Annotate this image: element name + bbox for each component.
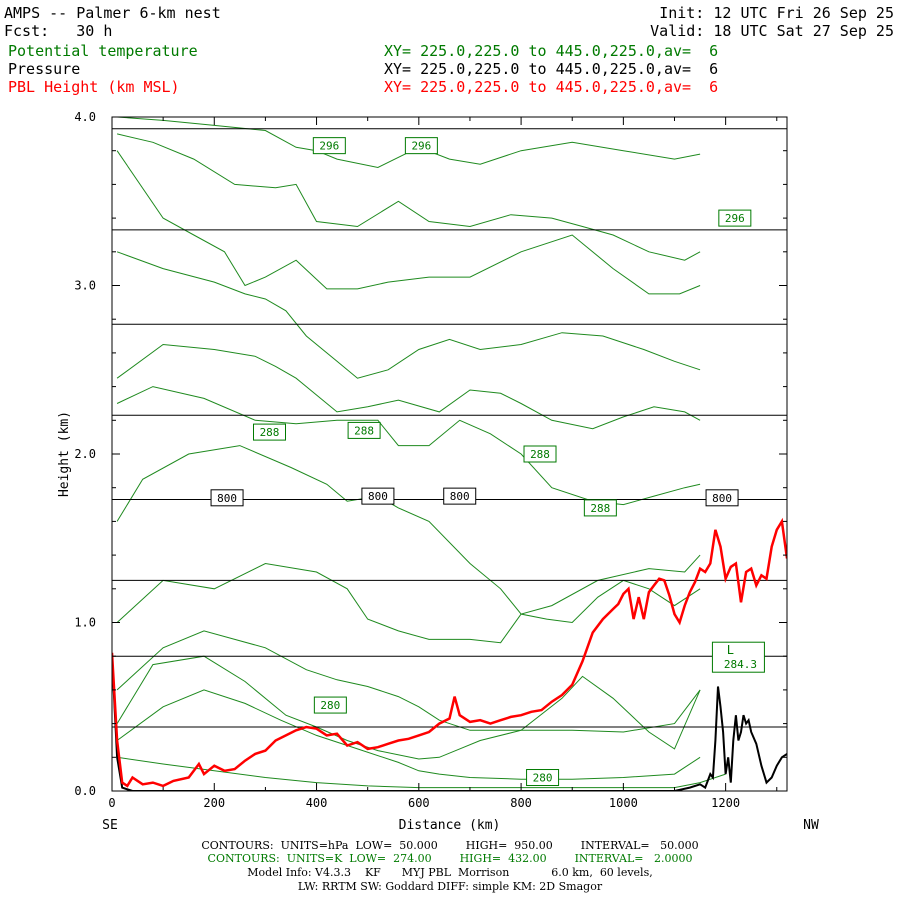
pressure-label-box	[443, 487, 477, 505]
pressure-label: 800	[712, 492, 732, 505]
theta-label: 288	[260, 426, 280, 439]
theta-contour-294	[116, 150, 701, 295]
theta-label-box	[718, 209, 752, 227]
x-axis-label: Distance (km)	[399, 818, 501, 833]
pressure-label: 800	[217, 492, 237, 505]
x-tick-label: 1000	[609, 796, 638, 810]
theta-contour-280	[116, 689, 701, 780]
terrain-line	[112, 656, 787, 791]
x-left-label: SE	[102, 818, 118, 833]
pressure-label: 800	[450, 490, 470, 503]
field-xy-pressure: XY= 225.0,225.0 to 445.0,225.0,av= 6	[384, 60, 719, 78]
theta-label: 296	[411, 140, 431, 153]
x-tick-label: 0	[108, 796, 115, 810]
theta-contour-284	[116, 630, 701, 750]
footer-pressure-contours: CONTOURS: UNITS=hPa LOW= 50.000 HIGH= 95…	[201, 839, 699, 852]
x-tick-label: 1200	[711, 796, 740, 810]
pressure-label-box	[210, 489, 244, 507]
theta-label: 296	[319, 140, 339, 153]
y-tick-label: 2.0	[74, 447, 96, 461]
y-tick-label: 3.0	[74, 279, 96, 293]
y-tick-label: 1.0	[74, 616, 96, 630]
theta-label-box	[347, 421, 381, 439]
x-tick-label: 800	[510, 796, 532, 810]
valid-time: Valid: 18 UTC Sat 27 Sep 25	[650, 22, 894, 40]
field-name-pbl: PBL Height (km MSL)	[8, 78, 180, 96]
theta-contour-298	[117, 117, 701, 169]
theta-label: 288	[590, 502, 610, 515]
footer-model-info: Model Info: V4.3.3 KF MYJ PBL Morrison 6…	[247, 866, 653, 879]
pressure-label: 800	[368, 490, 388, 503]
y-axis-label: Height (km)	[57, 411, 72, 497]
field-name-pressure: Pressure	[8, 60, 81, 78]
x-tick-label: 600	[408, 796, 430, 810]
y-tick-label: 0.0	[74, 784, 96, 798]
footer-physics: LW: RRTM SW: Goddard DIFF: simple KM: 2D…	[297, 880, 603, 893]
theta-label: 288	[354, 424, 374, 437]
theta-label-box	[404, 137, 438, 155]
chart-title: AMPS -- Palmer 6-km nest	[4, 4, 221, 22]
pressure-label-box	[705, 489, 739, 507]
theta-label-box	[312, 137, 346, 155]
theta-label-box	[523, 445, 557, 463]
x-right-label: NW	[803, 818, 819, 833]
field-name-theta: Potential temperature	[8, 42, 198, 60]
low-marker-value: 284.3	[724, 658, 757, 671]
forecast-hour: Fcst: 30 h	[4, 22, 113, 40]
theta-contour-280	[117, 756, 726, 789]
field-xy-theta: XY= 225.0,225.0 to 445.0,225.0,av= 6	[384, 42, 719, 60]
theta-contour-288	[116, 445, 701, 615]
x-tick-label: 400	[306, 796, 328, 810]
y-tick-label: 4.0	[74, 110, 96, 124]
theta-label-box	[583, 499, 617, 517]
footer-theta-contours: CONTOURS: UNITS=K LOW= 274.00 HIGH= 432.…	[207, 852, 693, 865]
init-time: Init: 12 UTC Fri 26 Sep 25	[659, 4, 894, 22]
pbl-height-line	[112, 517, 787, 788]
theta-label-box	[253, 423, 286, 441]
theta-label: 280	[320, 699, 340, 712]
theta-label: 296	[725, 212, 745, 225]
pressure-label-box	[361, 487, 395, 505]
theta-contour-296	[116, 133, 701, 261]
theta-label: 288	[530, 448, 550, 461]
theta-contour-290	[116, 343, 701, 430]
plot-frame	[111, 116, 788, 792]
low-marker-box	[711, 641, 765, 673]
field-xy-pbl: XY= 225.0,225.0 to 445.0,225.0,av= 6	[384, 78, 719, 96]
theta-label: 280	[533, 772, 553, 785]
theta-contour-292	[116, 251, 701, 379]
x-tick-label: 200	[203, 796, 225, 810]
low-marker-symbol: L	[727, 643, 734, 657]
theta-label-box	[526, 769, 560, 787]
theta-label-box	[313, 696, 347, 714]
theta-contour-288	[116, 386, 701, 506]
theta-contour-282	[116, 655, 701, 760]
